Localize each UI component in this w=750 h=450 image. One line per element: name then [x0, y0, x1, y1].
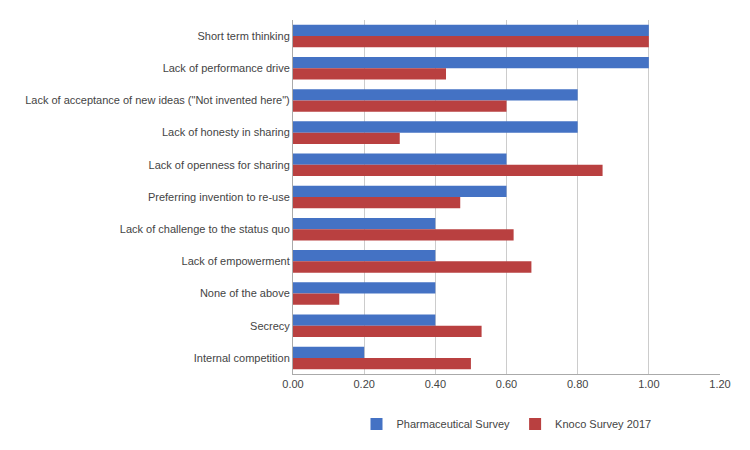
- svg-text:Lack of honesty in sharing: Lack of honesty in sharing: [162, 126, 290, 138]
- svg-text:0.00: 0.00: [282, 378, 303, 390]
- svg-text:Knoco Survey 2017: Knoco Survey 2017: [555, 418, 651, 430]
- svg-text:1.20: 1.20: [709, 378, 730, 390]
- svg-text:0.60: 0.60: [496, 378, 517, 390]
- svg-text:Lack of empowerment: Lack of empowerment: [182, 255, 290, 267]
- svg-text:Lack of challenge to the statu: Lack of challenge to the status quo: [120, 223, 290, 235]
- svg-text:Pharmaceutical Survey: Pharmaceutical Survey: [397, 418, 511, 430]
- svg-text:Lack of openness for sharing: Lack of openness for sharing: [149, 159, 290, 171]
- svg-text:Internal competition: Internal competition: [194, 352, 290, 364]
- svg-text:Lack of performance drive: Lack of performance drive: [163, 62, 290, 74]
- svg-text:0.40: 0.40: [425, 378, 446, 390]
- svg-text:Lack of acceptance of new idea: Lack of acceptance of new ideas ("Not in…: [25, 94, 290, 106]
- svg-text:Short term thinking: Short term thinking: [197, 30, 289, 42]
- svg-text:None of the above: None of the above: [200, 287, 290, 299]
- svg-text:1.00: 1.00: [638, 378, 659, 390]
- svg-text:Preferring invention to re-use: Preferring invention to re-use: [148, 191, 290, 203]
- svg-text:Secrecy: Secrecy: [250, 320, 290, 332]
- svg-text:0.80: 0.80: [567, 378, 588, 390]
- svg-text:0.20: 0.20: [353, 378, 374, 390]
